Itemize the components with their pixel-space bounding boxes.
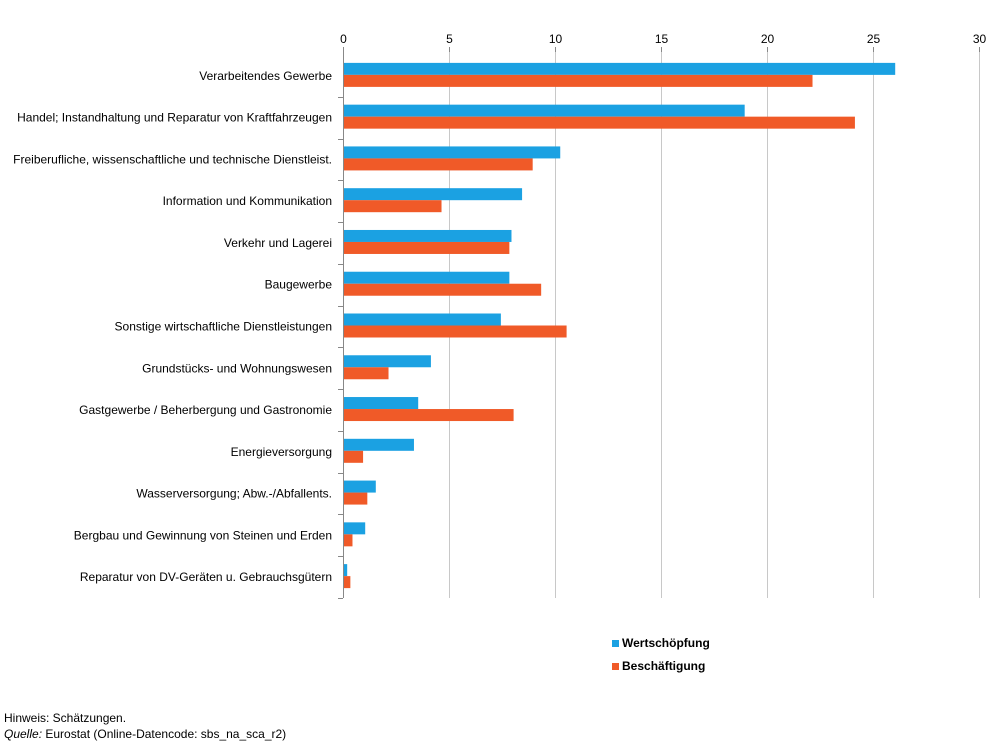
- bar-wertschoepfung: [344, 188, 523, 201]
- bar-wertschoepfung: [344, 438, 414, 451]
- footnote-hinweis: Hinweis: Schätzungen.: [4, 711, 127, 725]
- x-axis-ticks: 0 5 10 15 20 25 30: [338, 32, 986, 599]
- category-label: Gastgewerbe / Beherbergung und Gastronom…: [79, 403, 332, 417]
- footnote-quelle-label: Quelle:: [4, 727, 43, 741]
- category-label: Wasserversorgung; Abw.-/Abfallents.: [136, 487, 332, 501]
- category-label: Freiberufliche, wissenschaftliche und te…: [13, 152, 332, 166]
- bar-beschaeftigung: [344, 409, 514, 422]
- footnote-quelle: Quelle: Eurostat (Online-Datencode: sbs_…: [4, 727, 286, 741]
- bar-wertschoepfung: [344, 104, 745, 117]
- legend: Wertschöpfung Beschäftigung: [612, 636, 710, 682]
- bar-wertschoepfung: [344, 480, 376, 493]
- category-label: Information und Kommunikation: [163, 194, 332, 208]
- category-labels: Verarbeitendes Gewerbe Handel; Instandhal…: [13, 69, 332, 584]
- x-tick-label: 30: [973, 32, 987, 46]
- bar-beschaeftigung: [344, 492, 368, 505]
- bar-wertschoepfung: [344, 397, 419, 410]
- category-label: Grundstücks- und Wohnungswesen: [142, 361, 332, 375]
- bar-beschaeftigung: [344, 325, 567, 338]
- bar-beschaeftigung: [344, 241, 510, 254]
- legend-swatch-beschaeftigung: [612, 662, 619, 670]
- legend-item-wertschoepfung: Wertschöpfung: [612, 636, 710, 650]
- category-label: Energieversorgung: [231, 445, 332, 459]
- category-label: Reparatur von DV-Geräten u. Gebrauchsgüt…: [80, 570, 332, 584]
- x-tick-label: 25: [867, 32, 881, 46]
- category-label: Verarbeitendes Gewerbe: [199, 69, 332, 83]
- bar-beschaeftigung: [344, 534, 353, 547]
- bar-beschaeftigung: [344, 576, 351, 589]
- x-tick-label: 20: [761, 32, 775, 46]
- legend-label-beschaeftigung: Beschäftigung: [622, 659, 706, 673]
- legend-swatch-wertschoepfung: [612, 639, 619, 647]
- x-tick-label: 0: [340, 32, 347, 46]
- category-label: Verkehr und Lagerei: [224, 236, 332, 250]
- legend-label-wertschoepfung: Wertschöpfung: [622, 636, 710, 650]
- bar-wertschoepfung: [344, 355, 431, 368]
- bar-beschaeftigung: [344, 367, 389, 380]
- gridlines: [449, 47, 980, 598]
- bar-beschaeftigung: [344, 283, 542, 296]
- bar-wertschoepfung: [344, 313, 501, 326]
- category-label: Handel; Instandhaltung und Reparatur von…: [17, 111, 332, 125]
- bar-wertschoepfung: [344, 62, 896, 75]
- category-label: Bergbau und Gewinnung von Steinen und Er…: [74, 528, 332, 542]
- bar-wertschoepfung: [344, 229, 512, 242]
- x-tick-label: 10: [549, 32, 563, 46]
- category-label: Sonstige wirtschaftliche Dienstleistunge…: [115, 320, 332, 334]
- bar-wertschoepfung: [344, 564, 348, 577]
- bar-wertschoepfung: [344, 146, 561, 159]
- bar-wertschoepfung: [344, 271, 510, 284]
- bar-beschaeftigung: [344, 74, 813, 87]
- bar-beschaeftigung: [344, 116, 855, 129]
- category-label: Baugewerbe: [265, 278, 333, 292]
- footnote-quelle-text: Eurostat (Online-Datencode: sbs_na_sca_r…: [42, 727, 287, 741]
- legend-item-beschaeftigung: Beschäftigung: [612, 659, 710, 673]
- bars: [344, 62, 896, 589]
- x-tick-label: 15: [655, 32, 669, 46]
- bar-beschaeftigung: [344, 450, 364, 463]
- bar-wertschoepfung: [344, 522, 366, 535]
- x-tick-label: 5: [446, 32, 453, 46]
- bar-beschaeftigung: [344, 200, 442, 213]
- bar-beschaeftigung: [344, 158, 533, 171]
